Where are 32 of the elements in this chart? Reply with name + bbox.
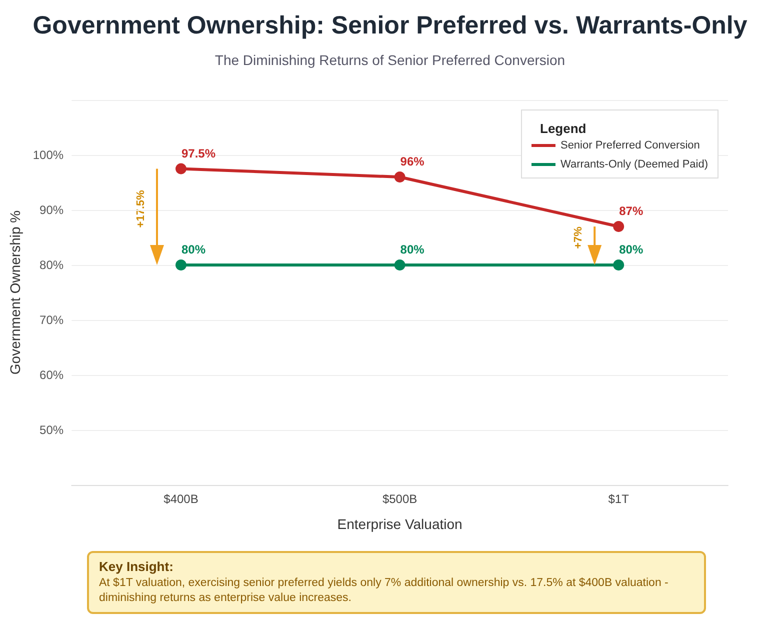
- legend-label: Warrants-Only (Deemed Paid): [560, 158, 708, 170]
- data-label: 87%: [619, 204, 644, 218]
- y-tick-label: 90%: [40, 203, 64, 217]
- y-tick-label: 50%: [40, 423, 64, 437]
- point: [394, 172, 406, 182]
- annotation: +7%: [572, 226, 585, 249]
- x-tick-label: $400B: [164, 492, 198, 506]
- legend-label: Senior Preferred Conversion: [560, 140, 700, 152]
- data-label: 97.5%: [181, 146, 216, 160]
- chart-subtitle: The Diminishing Returns of Senior Preferred Conversion: [214, 52, 566, 68]
- text: At $1T valuation, exercising senior preferred yields only 7% additional ownership vs. 17.5% at $400B valuation - diminishing returns as enterprise value increases.: [99, 577, 668, 604]
- y-tick-label: 60%: [40, 368, 64, 382]
- text: Key Insight:: [99, 559, 174, 574]
- y-tick-label: 100%: [32, 148, 64, 162]
- x-tick-label: $1T: [608, 492, 630, 506]
- y-tick-label: 80%: [40, 258, 64, 272]
- data-label: 80%: [400, 242, 425, 256]
- data-label: 96%: [400, 154, 425, 168]
- y-tick-label: 70%: [40, 313, 64, 327]
- point: [613, 260, 624, 270]
- annotation: +17.5%: [134, 190, 147, 228]
- point: [394, 260, 406, 270]
- point: [176, 163, 186, 174]
- data-label: 80%: [619, 242, 644, 256]
- x-axis-title: Enterprise Valuation: [337, 516, 462, 532]
- data-label: 80%: [181, 242, 206, 256]
- chart-title: Government Ownership: Senior Preferred vs. Warrants-Only: [32, 12, 748, 40]
- point: [176, 260, 186, 270]
- point: [613, 221, 624, 232]
- x-tick-label: $500B: [382, 492, 418, 506]
- legend-title: Legend: [540, 121, 586, 136]
- y-axis-title: Government Ownership %: [7, 210, 23, 375]
